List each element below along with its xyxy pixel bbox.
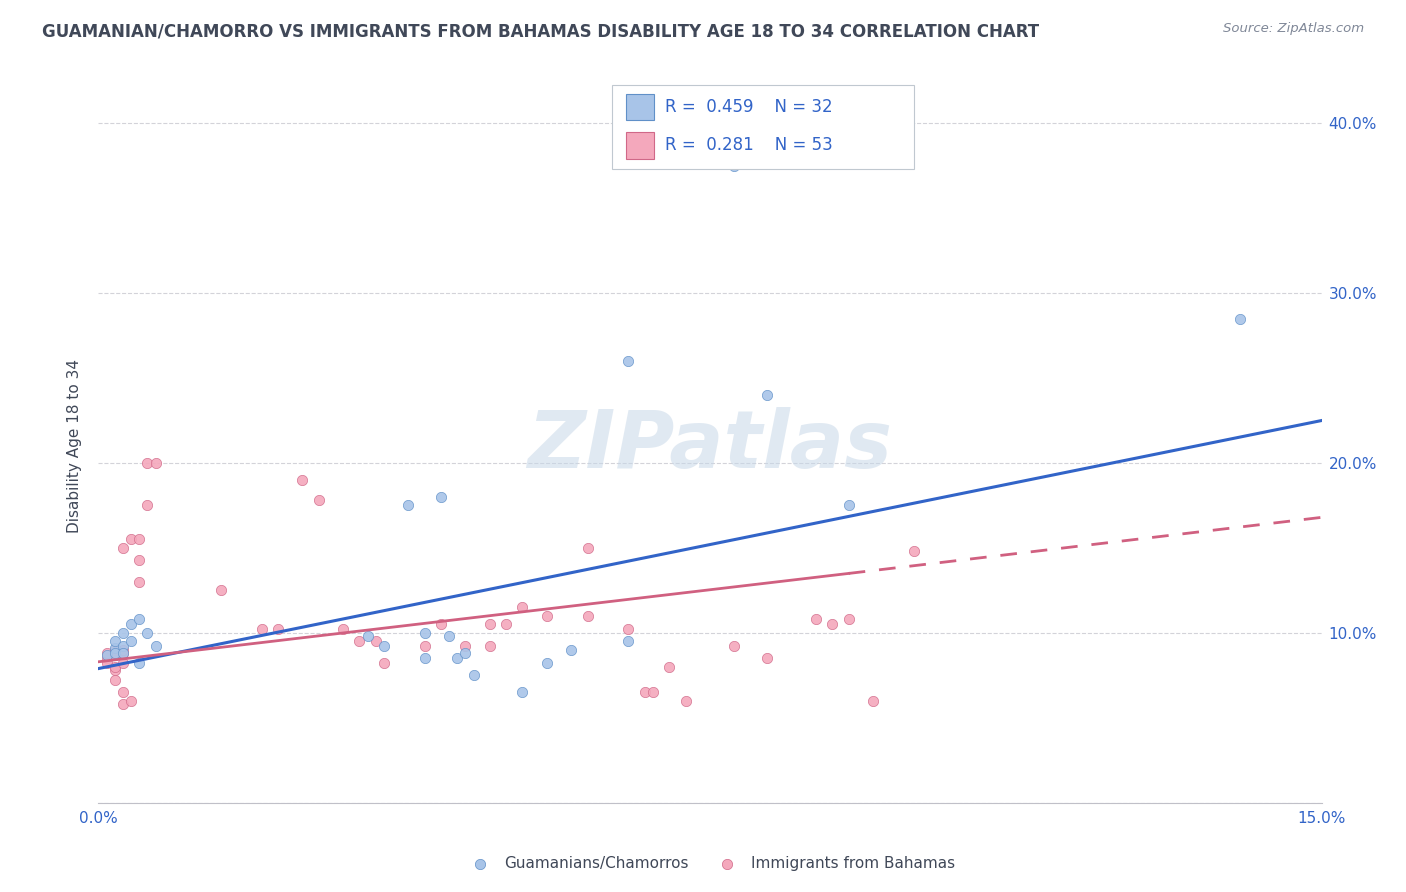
Point: [111, 643, 134, 657]
Point: [454, 640, 477, 654]
Y-axis label: Disability Age 18 to 34: Disability Age 18 to 34: [67, 359, 83, 533]
Point: [430, 490, 453, 504]
Point: [111, 657, 134, 671]
Point: [576, 541, 599, 555]
Point: [308, 493, 330, 508]
Point: [104, 634, 127, 648]
Point: [512, 600, 534, 615]
Point: [641, 685, 664, 699]
Point: [128, 657, 150, 671]
Point: [136, 456, 159, 470]
Point: [104, 660, 127, 674]
Point: [128, 533, 150, 547]
Text: Source: ZipAtlas.com: Source: ZipAtlas.com: [1223, 22, 1364, 36]
Point: [209, 583, 232, 598]
Point: [463, 668, 485, 682]
Point: [560, 643, 582, 657]
Point: [454, 646, 477, 660]
Point: [111, 541, 134, 555]
Point: [332, 623, 354, 637]
Point: [291, 473, 314, 487]
Point: [478, 640, 501, 654]
Point: [349, 634, 371, 648]
Point: [104, 673, 127, 688]
Point: [838, 499, 860, 513]
Point: [903, 544, 925, 558]
Point: [617, 623, 640, 637]
Point: [536, 608, 558, 623]
Point: [396, 499, 419, 513]
Point: [136, 626, 159, 640]
Point: [617, 634, 640, 648]
Point: [145, 456, 167, 470]
Point: [96, 651, 118, 665]
Point: [756, 388, 779, 402]
Point: [111, 646, 134, 660]
Point: [804, 612, 827, 626]
Point: [120, 634, 142, 648]
Point: [446, 651, 468, 665]
Point: [373, 657, 395, 671]
Point: [111, 698, 134, 712]
Point: [136, 499, 159, 513]
Point: [862, 694, 884, 708]
Point: [104, 646, 127, 660]
Point: [576, 608, 599, 623]
Point: [536, 657, 558, 671]
Point: [104, 643, 127, 657]
Point: [120, 533, 142, 547]
Point: [104, 663, 127, 677]
Point: [1229, 311, 1251, 326]
Point: [413, 651, 436, 665]
Point: [96, 657, 118, 671]
Point: [104, 641, 127, 656]
Point: [250, 623, 273, 637]
Text: GUAMANIAN/CHAMORRO VS IMMIGRANTS FROM BAHAMAS DISABILITY AGE 18 TO 34 CORRELATIO: GUAMANIAN/CHAMORRO VS IMMIGRANTS FROM BA…: [42, 22, 1039, 40]
Point: [111, 646, 134, 660]
Point: [413, 640, 436, 654]
Point: [430, 617, 453, 632]
Point: [723, 640, 745, 654]
Point: [634, 685, 657, 699]
Point: [128, 553, 150, 567]
Point: [104, 648, 127, 662]
Point: [120, 694, 142, 708]
Point: [120, 617, 142, 632]
Point: [756, 651, 779, 665]
Point: [512, 685, 534, 699]
Point: [495, 617, 517, 632]
Point: [364, 634, 387, 648]
Point: [723, 159, 745, 173]
Point: [658, 660, 681, 674]
Point: [413, 626, 436, 640]
Point: [617, 354, 640, 368]
Point: [373, 640, 395, 654]
Point: [437, 629, 460, 643]
Point: [111, 640, 134, 654]
Point: [478, 617, 501, 632]
Point: [111, 685, 134, 699]
Point: [356, 629, 378, 643]
Point: [821, 617, 844, 632]
Point: [267, 623, 290, 637]
Point: [96, 648, 118, 662]
Text: R =  0.281    N = 53: R = 0.281 N = 53: [665, 136, 832, 154]
Point: [128, 574, 150, 589]
Text: R =  0.459    N = 32: R = 0.459 N = 32: [665, 98, 832, 116]
Point: [838, 612, 860, 626]
Point: [128, 612, 150, 626]
Point: [675, 694, 697, 708]
Text: ZIPatlas: ZIPatlas: [527, 407, 893, 485]
Point: [111, 626, 134, 640]
Legend: Guamanians/Chamorros, Immigrants from Bahamas: Guamanians/Chamorros, Immigrants from Ba…: [458, 850, 962, 877]
Point: [96, 646, 118, 660]
Point: [145, 640, 167, 654]
